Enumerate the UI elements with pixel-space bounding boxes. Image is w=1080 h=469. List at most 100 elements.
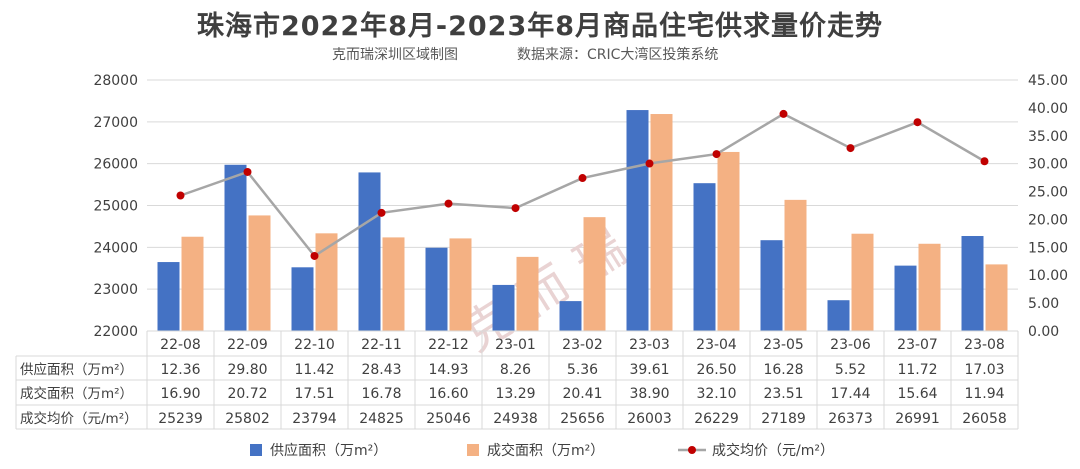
y-left-tick: 23000 xyxy=(93,282,138,298)
y-right-tick: 35.00 xyxy=(1028,129,1068,145)
table-cell: 14.93 xyxy=(428,362,468,378)
table-cell: 26229 xyxy=(694,411,739,427)
price-marker xyxy=(779,109,788,118)
x-tick-label: 22-11 xyxy=(361,337,402,353)
table-cell: 17.44 xyxy=(830,386,870,402)
legend-label-supply: 供应面积（万m²） xyxy=(270,442,387,459)
bar-supply xyxy=(425,247,448,331)
bar-supply xyxy=(224,164,247,331)
table-cell: 20.72 xyxy=(227,386,267,402)
legend-label-price: 成交均价（元/m²） xyxy=(712,442,834,459)
x-tick-label: 22-09 xyxy=(227,337,268,353)
bar-transaction xyxy=(784,199,807,331)
x-tick-label: 23-04 xyxy=(696,337,737,353)
table-cell: 16.78 xyxy=(361,386,401,402)
table-cell: 11.72 xyxy=(897,362,937,378)
x-tick-label: 23-06 xyxy=(830,337,871,353)
y-left-tick: 25000 xyxy=(93,199,138,215)
table-cell: 17.03 xyxy=(964,362,1004,378)
x-tick-label: 23-07 xyxy=(897,337,938,353)
table-cell: 26058 xyxy=(962,411,1007,427)
table-cell: 25802 xyxy=(225,411,270,427)
y-left-tick: 27000 xyxy=(93,115,138,131)
table-cell: 25046 xyxy=(426,411,471,427)
table-cell: 23.51 xyxy=(763,386,803,402)
price-marker xyxy=(645,159,654,168)
bar-supply xyxy=(693,183,716,331)
x-tick-label: 22-08 xyxy=(160,337,201,353)
bar-transaction xyxy=(851,233,874,331)
price-marker xyxy=(243,167,252,176)
table-row-label: 成交面积（万m²） xyxy=(20,385,133,402)
table-cell: 13.29 xyxy=(495,386,535,402)
bar-supply xyxy=(827,300,850,331)
table-cell: 16.28 xyxy=(763,362,803,378)
bar-supply xyxy=(291,267,314,331)
price-marker xyxy=(846,144,855,153)
bar-transaction xyxy=(650,114,673,331)
y-right-tick: 15.00 xyxy=(1028,240,1068,256)
price-marker xyxy=(176,191,185,200)
bar-transaction xyxy=(717,151,740,331)
bar-transaction xyxy=(583,217,606,331)
table-cell: 29.80 xyxy=(227,362,267,378)
table-row-label: 成交均价（元/m²） xyxy=(20,410,138,427)
bar-transaction xyxy=(248,215,271,331)
table-cell: 27189 xyxy=(761,411,806,427)
bar-transaction xyxy=(315,233,338,331)
legend-swatch-transaction xyxy=(467,444,479,456)
bar-supply xyxy=(760,240,783,331)
table-cell: 32.10 xyxy=(696,386,736,402)
x-tick-label: 23-05 xyxy=(763,337,804,353)
y-right-tick: 45.00 xyxy=(1028,73,1068,89)
bar-transaction xyxy=(918,243,941,331)
y-right-tick: 5.00 xyxy=(1028,296,1059,312)
y-right-tick: 20.00 xyxy=(1028,212,1068,228)
bar-supply xyxy=(559,301,582,331)
table-cell: 17.51 xyxy=(294,386,334,402)
chart-subtitle-source-author: 克而瑞深圳区域制图 xyxy=(332,47,458,63)
table-cell: 5.52 xyxy=(835,362,866,378)
y-right-tick: 40.00 xyxy=(1028,101,1068,117)
legend-label-transaction: 成交面积（万m²） xyxy=(487,442,604,459)
y-left-tick: 22000 xyxy=(93,324,138,340)
bar-supply xyxy=(894,265,917,331)
y-right-tick: 0.00 xyxy=(1028,324,1059,340)
bar-supply xyxy=(358,172,381,331)
bar-transaction xyxy=(181,236,204,331)
table-cell: 15.64 xyxy=(897,386,937,402)
bar-transaction xyxy=(449,238,472,331)
table-cell: 16.90 xyxy=(160,386,200,402)
price-marker xyxy=(712,150,721,159)
table-cell: 24825 xyxy=(359,411,404,427)
chart-subtitle-data-source: 数据来源：CRIC大湾区投策系统 xyxy=(517,47,719,63)
table-cell: 26003 xyxy=(627,411,672,427)
table-cell: 26.50 xyxy=(696,362,736,378)
y-right-tick: 10.00 xyxy=(1028,268,1068,284)
table-cell: 25656 xyxy=(560,411,605,427)
price-marker xyxy=(980,157,989,166)
bar-transaction xyxy=(382,237,405,331)
table-cell: 23794 xyxy=(292,411,337,427)
legend-swatch-price-marker xyxy=(688,446,696,454)
x-tick-label: 23-02 xyxy=(562,337,603,353)
x-tick-label: 23-03 xyxy=(629,337,670,353)
price-marker xyxy=(444,199,453,208)
price-marker xyxy=(913,118,922,127)
chart-title: 珠海市2022年8月-2023年8月商品住宅供求量价走势 xyxy=(196,11,884,42)
table-cell: 28.43 xyxy=(361,362,401,378)
table-cell: 8.26 xyxy=(500,362,531,378)
y-left-tick: 26000 xyxy=(93,157,138,173)
y-right-tick: 25.00 xyxy=(1028,185,1068,201)
table-cell: 26991 xyxy=(895,411,940,427)
table-cell: 11.94 xyxy=(964,386,1004,402)
y-left-tick: 24000 xyxy=(93,240,138,256)
bar-supply xyxy=(492,284,515,331)
table-cell: 20.41 xyxy=(562,386,602,402)
bar-supply xyxy=(961,236,984,331)
price-marker xyxy=(377,208,386,217)
legend-swatch-supply xyxy=(250,444,262,456)
table-cell: 12.36 xyxy=(160,362,200,378)
y-left-tick: 28000 xyxy=(93,73,138,89)
